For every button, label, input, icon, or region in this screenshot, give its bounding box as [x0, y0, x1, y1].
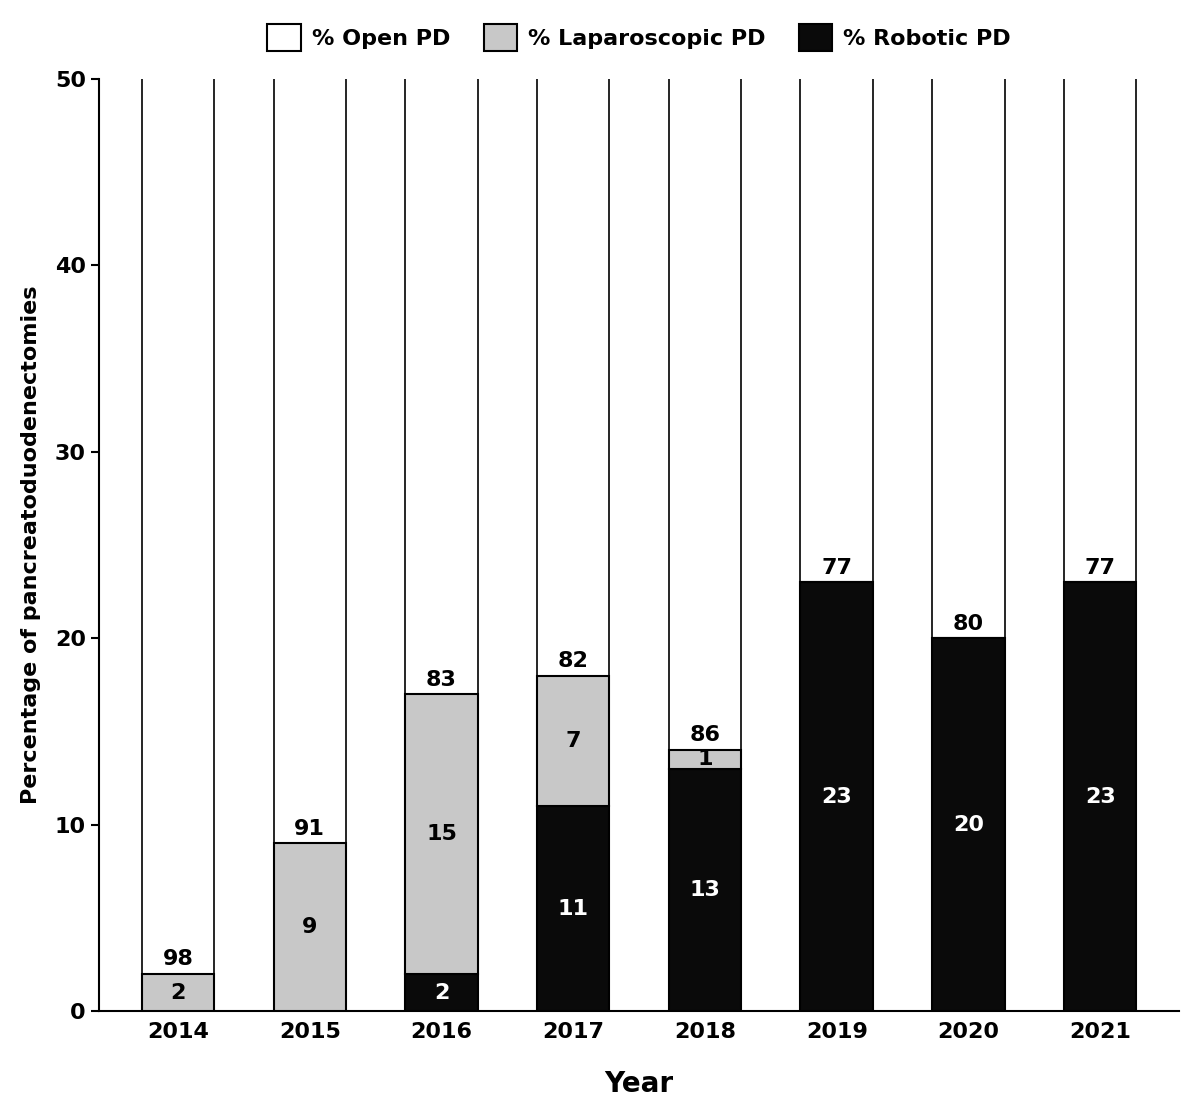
Bar	[538, 806, 610, 1012]
Text: 7: 7	[565, 731, 581, 751]
Bar	[668, 750, 742, 769]
Text: 82: 82	[558, 651, 589, 671]
Text: 77: 77	[1085, 557, 1116, 577]
Bar	[538, 676, 610, 806]
Bar	[406, 694, 478, 974]
Legend: % Open PD, % Laparoscopic PD, % Robotic PD: % Open PD, % Laparoscopic PD, % Robotic …	[258, 16, 1020, 60]
Text: 2: 2	[170, 982, 186, 1003]
Bar	[932, 638, 1004, 1012]
X-axis label: Year: Year	[605, 1070, 673, 1098]
Text: 77: 77	[821, 557, 852, 577]
Text: 9: 9	[302, 918, 318, 938]
Text: 91: 91	[294, 819, 325, 839]
Bar	[142, 974, 215, 1012]
Bar	[406, 974, 478, 1012]
Text: 2: 2	[434, 982, 449, 1003]
Bar	[1064, 582, 1136, 1012]
Text: 11: 11	[558, 899, 589, 919]
Bar	[274, 844, 346, 1012]
Text: 15: 15	[426, 824, 457, 844]
Text: 23: 23	[821, 787, 852, 807]
Text: 1: 1	[697, 750, 713, 770]
Text: 20: 20	[953, 815, 984, 835]
Bar	[668, 769, 742, 1012]
Text: 13: 13	[690, 880, 720, 900]
Text: 98: 98	[163, 949, 193, 969]
Text: 80: 80	[953, 613, 984, 633]
Bar	[800, 582, 872, 1012]
Text: 86: 86	[690, 725, 720, 745]
Text: 23: 23	[1085, 787, 1116, 807]
Y-axis label: Percentage of pancreatoduodenectomies: Percentage of pancreatoduodenectomies	[20, 285, 41, 805]
Text: 83: 83	[426, 669, 457, 689]
